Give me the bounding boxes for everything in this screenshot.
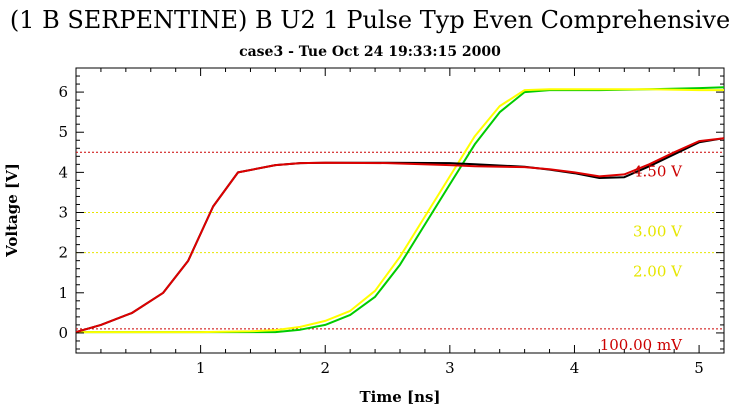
y-tick-label: 4 — [58, 163, 68, 181]
reference-line-label: 2.00 V — [633, 263, 683, 281]
y-tick-label: 6 — [58, 83, 68, 101]
y-tick-label: 1 — [58, 284, 68, 302]
chart-subtitle: case3 - Tue Oct 24 19:33:15 2000 — [239, 44, 501, 60]
y-axis: 0 1 2 3 4 5 6 — [58, 75, 724, 350]
y-tick-label: 0 — [58, 324, 68, 342]
x-tick-label: 4 — [570, 359, 580, 377]
y-tick-label: 5 — [58, 123, 68, 141]
plot-area: 4.50 V 3.00 V 2.00 V 100.00 mV 1 2 3 4 5 0 1 2 3 4 5… — [58, 67, 725, 377]
series-line-3 — [75, 137, 725, 334]
series-line-4 — [75, 137, 725, 334]
y-tick-label: 3 — [58, 204, 68, 222]
x-tick-label: 1 — [196, 359, 206, 377]
y-tick-label: 2 — [58, 244, 68, 262]
reference-lines — [76, 151, 724, 330]
x-tick-label: 3 — [445, 359, 455, 377]
chart-title: (1 B SERPENTINE) B U2 1 Pulse Typ Even C… — [10, 6, 730, 34]
series-line-1 — [76, 86, 725, 334]
x-axis-label: Time [ns] — [359, 388, 440, 406]
series-line-2 — [76, 88, 724, 334]
y-axis-label: Voltage [V] — [3, 163, 21, 258]
x-tick-label: 2 — [320, 359, 330, 377]
reference-line-label: 4.50 V — [633, 162, 683, 180]
x-tick-label: 5 — [694, 359, 704, 377]
reference-line-label: 100.00 mV — [600, 336, 683, 354]
reference-labels: 4.50 V 3.00 V 2.00 V 100.00 mV — [600, 162, 683, 354]
plot-frame — [75, 67, 725, 354]
series-group — [75, 86, 725, 334]
reference-line-label: 3.00 V — [633, 223, 683, 241]
x-axis: 1 2 3 4 5 — [100, 68, 704, 377]
